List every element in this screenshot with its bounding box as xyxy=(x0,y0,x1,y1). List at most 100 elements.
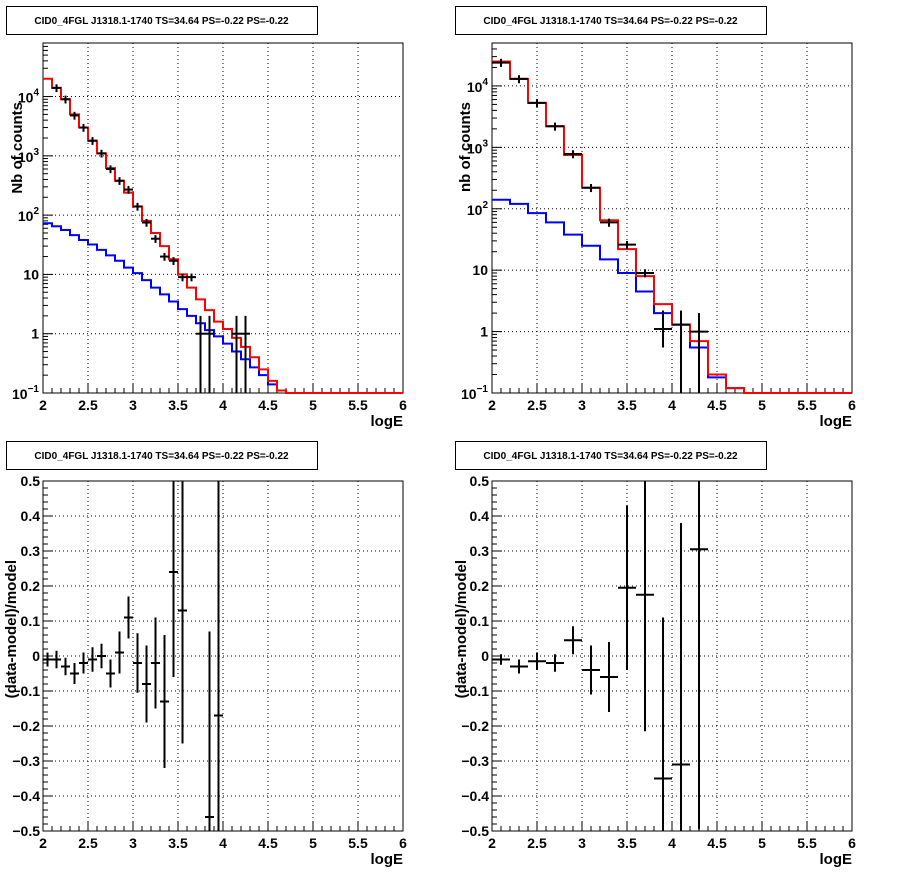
data-point xyxy=(492,58,510,67)
data-point xyxy=(600,218,618,227)
x-tick-label: 3.5 xyxy=(617,397,637,413)
y-axis-title: Nb of counts xyxy=(9,102,26,194)
x-axis-ticks xyxy=(42,821,404,831)
y-tick-label: 0.4 xyxy=(470,508,490,524)
data-point xyxy=(636,481,654,732)
x-tick-label: 5 xyxy=(309,397,317,413)
data-point xyxy=(690,481,708,830)
grid xyxy=(43,43,403,393)
y-tick-label: −0.3 xyxy=(461,753,489,769)
x-axis-title: logE xyxy=(371,413,404,430)
y-tick-label: 0.2 xyxy=(21,578,41,594)
title-box xyxy=(455,6,767,35)
x-tick-label: 4 xyxy=(668,835,676,851)
grid xyxy=(492,481,852,831)
y-tick-label: 0 xyxy=(32,648,40,664)
data-point xyxy=(124,596,133,639)
data-point xyxy=(151,617,160,709)
y-axis-ticks xyxy=(43,480,53,832)
data-points xyxy=(52,84,250,393)
data-point xyxy=(672,523,690,831)
data-points xyxy=(492,481,708,831)
chart-title: CID0_4FGL J1318.1-1740 TS=34.64 PS=-0.22… xyxy=(483,16,738,27)
x-tick-label: 3 xyxy=(129,397,137,413)
y-tick-label: 102 xyxy=(467,200,489,218)
x-tick-label: 6 xyxy=(399,397,407,413)
title-box xyxy=(455,441,767,470)
y-tick-label: −0.2 xyxy=(12,718,40,734)
data-point xyxy=(232,315,241,393)
data-point xyxy=(564,626,582,655)
data-point xyxy=(169,481,178,677)
data-point xyxy=(618,240,636,250)
data-point xyxy=(97,643,106,669)
data-point xyxy=(79,652,88,674)
x-tick-label: 3 xyxy=(578,835,586,851)
data-point xyxy=(70,111,79,120)
y-tick-label: 10 xyxy=(472,262,488,278)
x-tick-label: 4 xyxy=(219,835,227,851)
chart-panel-3: CID0_4FGL J1318.1-1740 TS=34.64 PS=-0.22… xyxy=(3,441,407,868)
x-tick-label: 6 xyxy=(848,397,856,413)
x-tick-label: 4.5 xyxy=(258,397,278,413)
y-tick-label: 0.5 xyxy=(21,473,41,489)
data-point xyxy=(528,652,546,670)
x-tick-label: 5 xyxy=(758,835,766,851)
data-point xyxy=(600,642,618,712)
data-point xyxy=(133,633,142,693)
data-point xyxy=(582,645,600,695)
y-tick-label: 1 xyxy=(480,324,488,340)
y-tick-label: −0.1 xyxy=(12,683,40,699)
data-point xyxy=(546,122,564,131)
chart-panel-4: CID0_4FGL J1318.1-1740 TS=34.64 PS=-0.22… xyxy=(453,441,856,868)
grid xyxy=(492,43,852,393)
data-point xyxy=(654,617,672,831)
data-point xyxy=(196,315,205,393)
y-tick-label: −0.2 xyxy=(461,718,489,734)
x-tick-label: 6 xyxy=(848,835,856,851)
data-point xyxy=(70,663,79,684)
y-axis-ticks xyxy=(492,42,502,394)
y-axis-ticks xyxy=(43,42,53,394)
x-tick-label: 4 xyxy=(219,397,227,413)
data-point xyxy=(205,631,214,831)
chart-panel-1: CID0_4FGL J1318.1-1740 TS=34.64 PS=-0.22… xyxy=(6,6,407,430)
data-point xyxy=(654,310,672,348)
data-point xyxy=(61,95,70,104)
x-tick-label: 2 xyxy=(39,835,47,851)
data-point xyxy=(61,657,70,676)
data-point xyxy=(97,149,106,158)
chart-title: CID0_4FGL J1318.1-1740 TS=34.64 PS=-0.22… xyxy=(34,16,289,27)
data-point xyxy=(169,257,178,265)
data-point xyxy=(205,315,214,393)
data-point xyxy=(88,647,97,672)
data-point xyxy=(178,481,187,744)
x-tick-label: 5.5 xyxy=(348,397,368,413)
model-histogram-1 xyxy=(43,222,403,394)
data-point xyxy=(178,273,187,282)
y-tick-label: 102 xyxy=(18,206,40,224)
x-tick-label: 2.5 xyxy=(527,397,547,413)
data-point xyxy=(52,84,61,93)
x-tick-label: 2 xyxy=(39,397,47,413)
x-tick-label: 2.5 xyxy=(527,835,547,851)
data-point xyxy=(106,165,115,174)
x-tick-label: 5.5 xyxy=(797,397,817,413)
data-point xyxy=(160,252,169,261)
data-point xyxy=(142,645,151,723)
y-tick-label: −0.4 xyxy=(12,788,40,804)
data-point xyxy=(546,654,564,672)
y-tick-label: 104 xyxy=(467,77,489,95)
data-point xyxy=(510,659,528,674)
data-point xyxy=(528,99,546,108)
x-tick-label: 4.5 xyxy=(258,835,278,851)
y-tick-label: −0.3 xyxy=(12,753,40,769)
y-tick-label: 103 xyxy=(18,147,40,165)
chart-title: CID0_4FGL J1318.1-1740 TS=34.64 PS=-0.22… xyxy=(483,451,738,462)
data-point xyxy=(151,235,160,243)
data-point xyxy=(214,481,223,831)
model-histogram-2 xyxy=(43,77,403,394)
x-axis-title: logE xyxy=(820,413,853,430)
data-point xyxy=(124,185,133,194)
